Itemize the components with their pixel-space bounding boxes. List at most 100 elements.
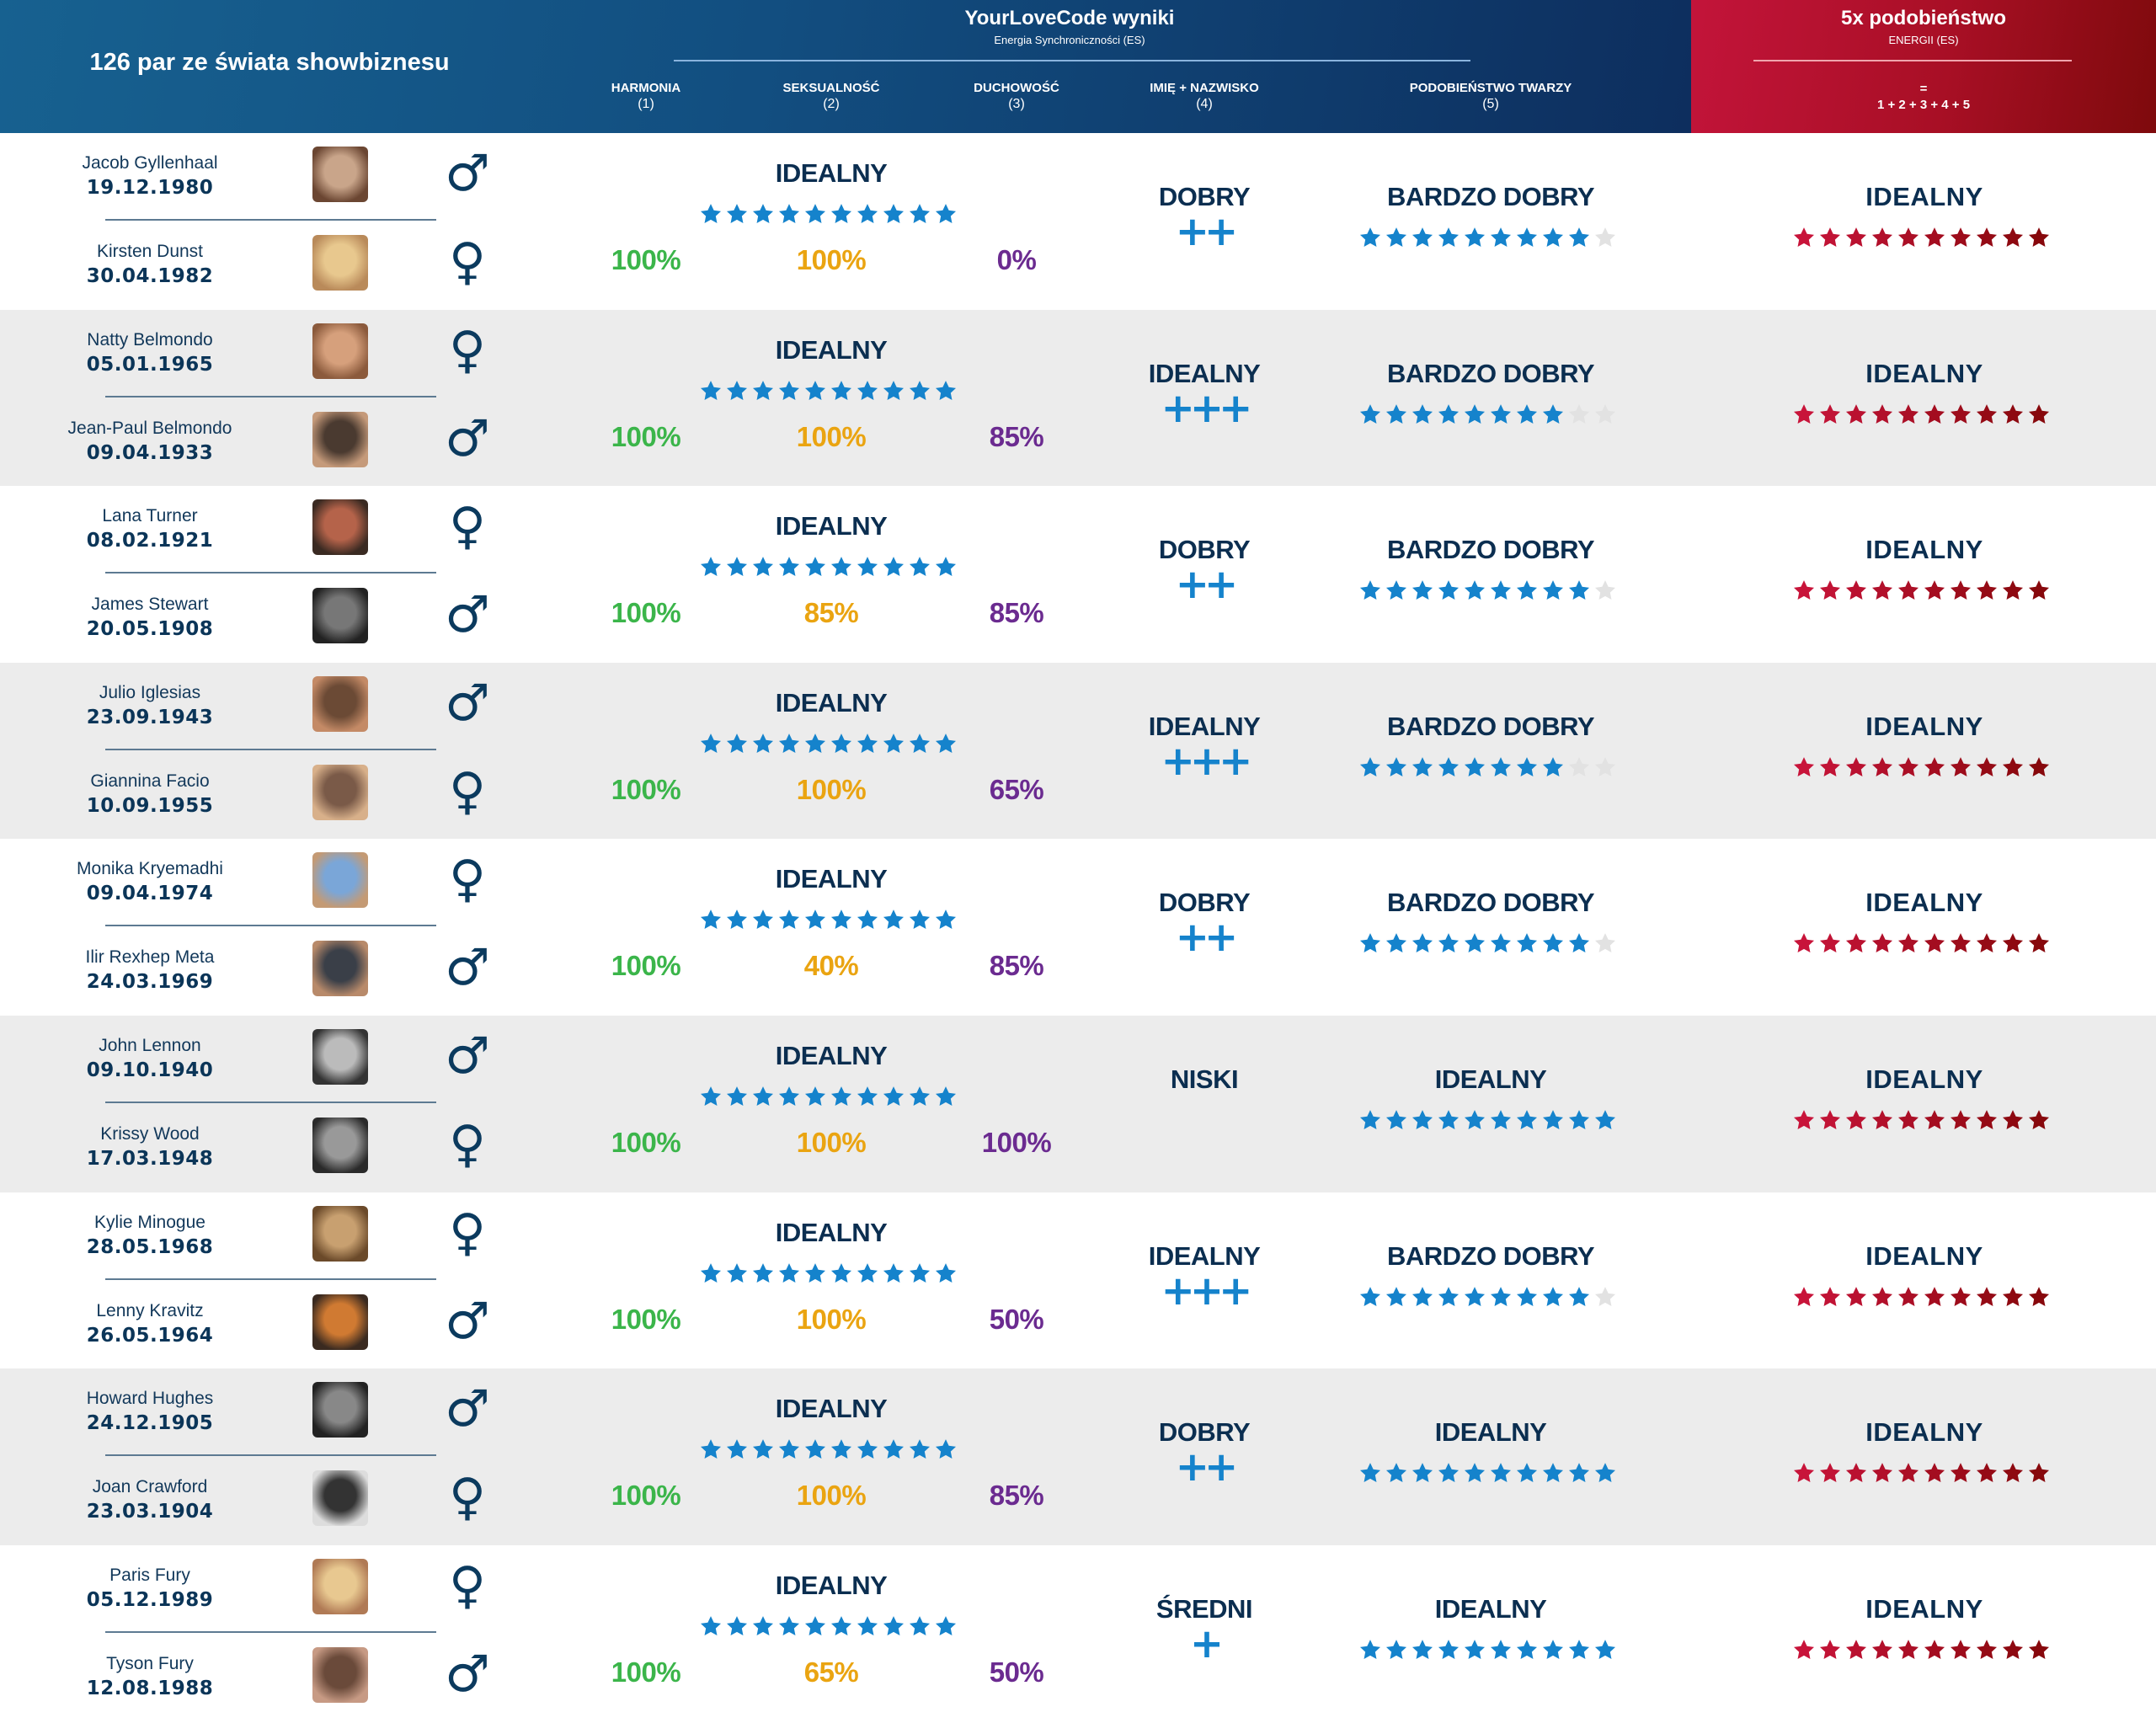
star-filled-icon: [700, 204, 722, 223]
star-filled-icon: [857, 1615, 878, 1635]
star-filled-icon: [1976, 1639, 1998, 1659]
person-photo: [312, 1646, 368, 1703]
star-filled-icon: [1871, 227, 1893, 247]
star-filled-icon: [752, 1615, 774, 1635]
star-filled-icon: [1542, 1463, 1564, 1483]
star-filled-icon: [1464, 756, 1486, 776]
star-filled-icon: [752, 557, 774, 577]
person-name: Giannina Facio: [90, 771, 210, 791]
person-photo: [312, 411, 368, 467]
star-filled-icon: [857, 557, 878, 577]
star-filled-icon: [1897, 1463, 1919, 1483]
final-rating-label: IDEALNY: [1865, 535, 1983, 565]
star-filled-icon: [830, 1615, 852, 1635]
gender-icon: ♀: [449, 1468, 486, 1528]
person-name: Ilir Rexhep Meta: [85, 947, 215, 968]
person-name: John Lennon: [99, 1035, 201, 1055]
star-filled-icon: [2002, 756, 2024, 776]
star-filled-icon: [909, 380, 931, 400]
star-filled-icon: [804, 557, 826, 577]
face-rating-label: IDEALNY: [1434, 1417, 1547, 1448]
gender-icon: ♂: [445, 585, 490, 645]
star-filled-icon: [2002, 1463, 2024, 1483]
person-name: Natty Belmondo: [87, 329, 213, 349]
person-birthdate: 17.03.1948: [86, 1147, 214, 1170]
couple-divider: [105, 395, 436, 397]
star-filled-icon: [830, 1439, 852, 1459]
star-filled-icon: [1924, 1639, 1945, 1659]
star-filled-icon: [1594, 1463, 1616, 1483]
star-filled-icon: [1568, 1463, 1590, 1483]
star-filled-icon: [1359, 403, 1381, 424]
final-rating-label: IDEALNY: [1865, 1240, 1983, 1271]
person-second: James Stewart 20.05.1908 ♂: [0, 574, 505, 663]
star-filled-icon: [1819, 756, 1841, 776]
person-name: Howard Hughes: [86, 1389, 214, 1409]
star-filled-icon: [1568, 933, 1590, 953]
star-filled-icon: [1950, 1286, 1972, 1306]
gender-icon: ♂: [445, 1644, 490, 1704]
final-star-rating: [1792, 403, 2051, 426]
gender-icon: ♂: [445, 1026, 490, 1086]
star-filled-icon: [1516, 227, 1538, 247]
person-second: Krissy Wood 17.03.1948 ♀: [0, 1104, 505, 1192]
person-name: Lenny Kravitz: [96, 1300, 204, 1320]
name-rating-label: DOBRY: [1158, 888, 1251, 918]
star-filled-icon: [1385, 227, 1407, 247]
seksualnosc-value: 40%: [803, 950, 859, 982]
person-name: Monika Kryemadhi: [77, 859, 223, 879]
star-filled-icon: [1793, 227, 1815, 247]
gender-icon: ♂: [445, 1379, 490, 1439]
star-filled-icon: [883, 1615, 905, 1635]
star-filled-icon: [1359, 1639, 1381, 1659]
star-filled-icon: [1568, 1639, 1590, 1659]
final-star-rating: [1792, 1108, 2051, 1132]
star-filled-icon: [752, 1262, 774, 1283]
star-filled-icon: [909, 910, 931, 930]
face-star-rating: [1358, 1108, 1617, 1132]
star-filled-icon: [1412, 933, 1433, 953]
name-rating-plus: ++: [1175, 561, 1238, 609]
person-name: Krissy Wood: [100, 1123, 200, 1144]
star-filled-icon: [1464, 1463, 1486, 1483]
star-filled-icon: [1385, 756, 1407, 776]
star-filled-icon: [883, 910, 905, 930]
star-filled-icon: [1359, 933, 1381, 953]
harmonia-value: 100%: [611, 1126, 681, 1158]
person-first: Jacob Gyllenhaal 19.12.1980 ♂: [0, 133, 505, 221]
couples-table: Jacob Gyllenhaal 19.12.1980 ♂ Kirsten Du…: [0, 133, 2156, 1721]
star-filled-icon: [857, 733, 878, 753]
star-filled-icon: [1845, 933, 1867, 953]
star-filled-icon: [778, 204, 800, 223]
star-filled-icon: [778, 733, 800, 753]
table-row: Natty Belmondo 05.01.1965 ♀ Jean-Paul Be…: [0, 309, 2156, 487]
star-filled-icon: [726, 557, 748, 577]
star-filled-icon: [1516, 1110, 1538, 1129]
duchowosc-value: 50%: [989, 1656, 1044, 1688]
star-filled-icon: [935, 1086, 957, 1106]
star-filled-icon: [1950, 1463, 1972, 1483]
star-filled-icon: [1568, 580, 1590, 600]
star-filled-icon: [909, 204, 931, 223]
person-photo: [312, 852, 368, 909]
star-filled-icon: [1542, 756, 1564, 776]
star-filled-icon: [1793, 756, 1815, 776]
star-filled-icon: [778, 557, 800, 577]
es-rating-label: IDEALNY: [775, 158, 888, 188]
person-photo: [312, 764, 368, 820]
star-filled-icon: [1412, 227, 1433, 247]
star-filled-icon: [1385, 403, 1407, 424]
person-birthdate: 28.05.1968: [86, 1235, 214, 1258]
person-name: Kirsten Dunst: [96, 242, 204, 261]
harmonia-value: 100%: [611, 950, 681, 982]
star-filled-icon: [1819, 1286, 1841, 1306]
gender-icon: ♂: [445, 938, 490, 998]
es-star-rating: [699, 1438, 958, 1461]
person-birthdate: 24.12.1905: [86, 1412, 214, 1435]
star-filled-icon: [830, 733, 852, 753]
star-empty-icon: [1594, 756, 1616, 776]
table-row: Lana Turner 08.02.1921 ♀ James Stewart 2…: [0, 486, 2156, 663]
star-filled-icon: [857, 1086, 878, 1106]
name-rating-plus: +++: [1161, 737, 1253, 785]
gender-icon: ♀: [449, 1203, 486, 1262]
